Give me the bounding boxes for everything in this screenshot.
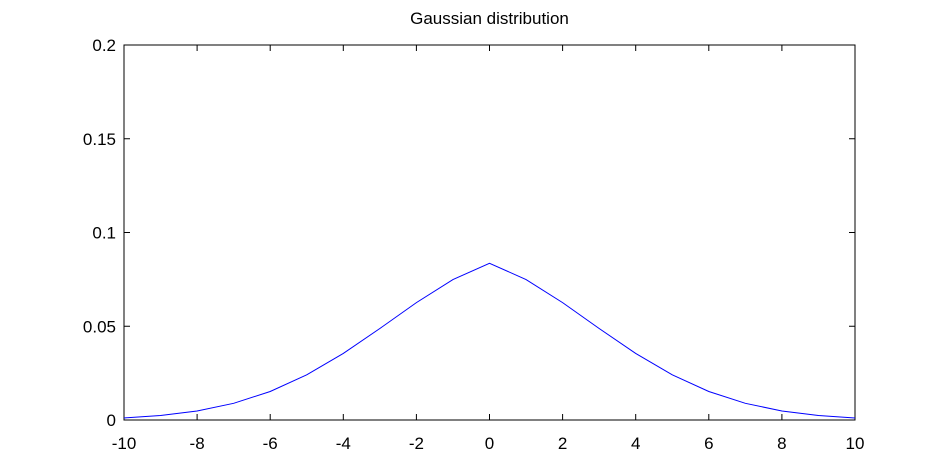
y-tick-label: 0.05 [83, 317, 116, 336]
y-tick-label: 0.1 [92, 224, 116, 243]
series-line [123, 262, 856, 419]
x-tick-label: -4 [336, 434, 351, 453]
y-tick-label: 0 [107, 411, 116, 430]
x-tick-label: 6 [704, 434, 713, 453]
x-tick-label: 8 [777, 434, 786, 453]
x-tick-label: 0 [485, 434, 494, 453]
x-tick-label: 4 [631, 434, 640, 453]
x-tick-label: -6 [263, 434, 278, 453]
chart-title: Gaussian distribution [410, 9, 569, 28]
x-tick-label: -2 [409, 434, 424, 453]
x-tick-label: -10 [112, 434, 137, 453]
y-tick-label: 0.15 [83, 130, 116, 149]
plot-area: -10 -8 -6 -4 -2 0 2 4 6 8 10 0 0.05 0.1 0.15 0.2 [83, 36, 865, 453]
x-tick-label: 2 [558, 434, 567, 453]
x-tick-label: -8 [190, 434, 205, 453]
x-tick-label: 10 [846, 434, 865, 453]
y-tick-label: 0.2 [92, 36, 116, 55]
